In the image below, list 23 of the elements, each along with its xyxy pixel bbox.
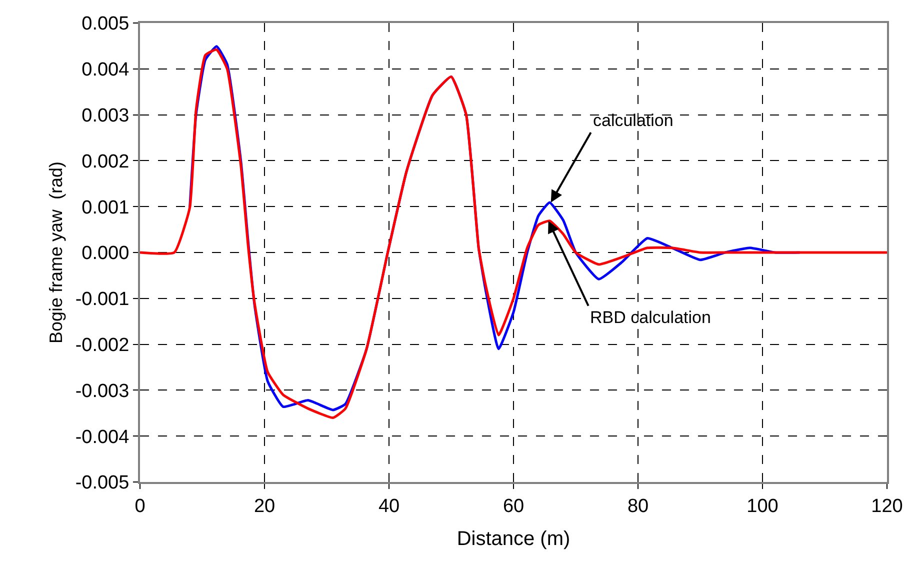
y-axis-title: Bogie frame yaw (rad) <box>46 161 66 344</box>
annotation: RBD calculation <box>590 308 711 327</box>
y-tick-label: -0.001 <box>75 289 130 310</box>
x-tick-label: 40 <box>378 496 400 517</box>
y-tick-label: 0.004 <box>82 60 130 81</box>
x-axis-title: Distance (m) <box>456 528 570 550</box>
y-tick-label: -0.004 <box>75 426 130 448</box>
x-tick-label: 120 <box>871 496 903 517</box>
y-tick-label: 0.003 <box>82 105 130 126</box>
line-series <box>140 48 887 419</box>
y-tick-label: 0.005 <box>82 14 130 35</box>
x-tick-label: 100 <box>746 496 778 517</box>
x-tick-label: 60 <box>502 496 524 517</box>
x-tick-label: 0 <box>134 496 146 517</box>
y-tick-label: -0.002 <box>75 334 130 356</box>
x-tick-label: 80 <box>627 496 649 517</box>
y-tick-label: -0.003 <box>75 380 130 402</box>
y-tick-label: 0.002 <box>82 151 130 172</box>
y-tick-label: 0.000 <box>82 243 130 264</box>
annotation: calculation <box>593 111 674 130</box>
y-tick-label: 0.001 <box>82 197 130 218</box>
x-tick-label: 20 <box>254 496 276 517</box>
y-tick-label: -0.005 <box>75 472 130 494</box>
